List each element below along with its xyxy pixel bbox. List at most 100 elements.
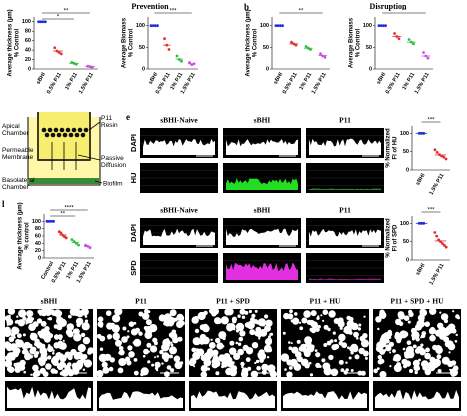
significance: ** — [60, 212, 65, 218]
micro-blob — [166, 338, 170, 342]
micro-blob — [393, 364, 402, 373]
micro-blob — [315, 352, 321, 358]
micro-blob — [10, 332, 16, 337]
micro-blob — [127, 345, 133, 351]
micro-blob — [76, 352, 84, 360]
micro-blob — [428, 362, 433, 366]
micro-blob — [42, 323, 45, 326]
micro-blob — [303, 310, 311, 318]
x-tick-label: 1.5% P11 — [311, 72, 328, 95]
micro-blob — [142, 354, 146, 358]
y-axis-label: Average thickness (µm) — [246, 9, 252, 76]
micro-blob — [84, 315, 88, 318]
micro-blob — [379, 348, 386, 355]
micro-blob — [66, 323, 75, 331]
data-point — [57, 51, 61, 54]
micro-blob — [261, 363, 269, 371]
micro-blob — [396, 338, 402, 344]
micro-blob — [223, 353, 231, 360]
data-point — [442, 155, 446, 159]
micro-blob — [112, 314, 121, 323]
micro-blob — [455, 314, 460, 319]
micro-blob — [118, 358, 127, 366]
micro-blob — [51, 357, 59, 365]
x-tick-label: sBHI — [415, 262, 427, 276]
micro-blob — [334, 339, 338, 343]
micro-blob — [118, 346, 124, 351]
micro-blob — [432, 344, 438, 351]
micro-blob — [237, 342, 242, 346]
micro-blob — [288, 366, 293, 370]
micro-blob — [127, 330, 130, 333]
x-tick-label: 1.5% P11 — [429, 263, 446, 286]
micro-blob — [122, 326, 127, 331]
micro-blob — [41, 355, 48, 362]
micro-blob — [105, 310, 112, 317]
micro-blob — [149, 326, 154, 330]
column-title: P11 + SPD + HU — [390, 297, 444, 306]
row-label: DAPI — [129, 134, 138, 152]
micro-blob — [352, 346, 359, 353]
micro-blob — [84, 319, 89, 323]
x-tick-label: sBHI — [415, 172, 427, 186]
micro-blob — [212, 356, 219, 364]
micro-blob — [196, 348, 205, 356]
micro-blob — [216, 342, 224, 350]
micro-blob — [215, 337, 221, 344]
micro-blob — [3, 328, 12, 338]
micro-blob — [244, 322, 251, 328]
micro-blob — [340, 368, 345, 372]
micro-blob — [328, 354, 334, 361]
micro-blob — [428, 327, 436, 335]
micro-blob — [239, 308, 246, 315]
column-title: P11 — [135, 297, 147, 306]
data-point — [433, 148, 437, 152]
micro-blob — [265, 319, 273, 327]
micro-blob — [269, 370, 277, 378]
micro-blob — [360, 370, 366, 376]
micro-blob — [225, 368, 233, 376]
micro-blob — [415, 323, 422, 331]
micro-blob — [193, 365, 196, 368]
y-tick-label: 0 — [406, 167, 409, 173]
micro-blob — [373, 368, 378, 374]
data-point — [84, 243, 87, 247]
micro-blob — [126, 335, 130, 339]
y-tick-label: 100 — [136, 23, 145, 29]
micro-blob — [320, 314, 323, 317]
micro-blob — [145, 334, 150, 338]
column-title: P11 — [339, 206, 351, 215]
micro-blob — [82, 368, 86, 371]
micro-blob — [424, 352, 431, 360]
micro-blob — [350, 369, 354, 372]
micro-blob — [151, 363, 155, 367]
micro-blob — [235, 341, 239, 345]
micro-blob — [158, 314, 166, 322]
micro-blob — [251, 342, 259, 349]
micro-blob — [406, 340, 412, 346]
micro-blob — [254, 361, 257, 365]
micro-blob — [348, 356, 352, 360]
micro-blob — [385, 339, 390, 344]
diagram-label: Passive Diffusion — [101, 155, 127, 169]
micro-blob — [170, 341, 173, 344]
micro-blob — [56, 315, 62, 321]
micro-blob — [61, 370, 64, 373]
micro-blob — [29, 347, 37, 355]
micro-blob — [389, 351, 392, 354]
micro-blob — [421, 348, 425, 351]
column-title: P11 + HU — [310, 297, 342, 306]
micro-blob — [7, 366, 15, 374]
micro-blob — [317, 315, 320, 318]
data-point — [435, 234, 439, 238]
micro-blob — [296, 339, 301, 344]
micro-blob — [448, 351, 451, 354]
micro-blob — [316, 316, 320, 320]
data-point — [64, 236, 68, 240]
micro-blob — [191, 347, 197, 353]
micro-blob — [59, 366, 64, 370]
micro-blob — [24, 353, 31, 361]
diagram-label: Permeable Membrane — [2, 147, 34, 161]
micro-blob — [35, 351, 40, 355]
micro-blob — [258, 337, 261, 340]
